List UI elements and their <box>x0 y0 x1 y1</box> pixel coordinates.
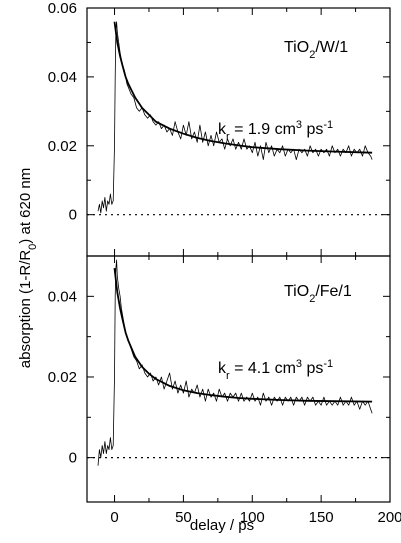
bottom-y-tick-label: 0.04 <box>48 288 77 305</box>
top-rate-unit: ps <box>302 121 323 138</box>
bottom-rate-k: k <box>218 360 227 377</box>
plot-area: 0 0.02 0.04 0.06 0 0.02 0.04 0 50 100 150 200 <box>48 0 401 526</box>
y-axis-label: absorption (1-R/R0) at 620 nm <box>17 168 39 368</box>
top-rate-k-sub: r <box>226 131 230 143</box>
top-y-tick-label: 0.06 <box>48 0 77 17</box>
y-axis-label-main: absorption (1-R/R <box>17 250 34 369</box>
bottom-panel-rate: kr = 4.1 cm3 ps-1 <box>218 358 333 382</box>
bottom-label-sub: 2 <box>309 293 315 305</box>
bottom-rate-k-sub: r <box>226 370 230 382</box>
bottom-rate-unit-sup: -1 <box>323 358 333 370</box>
top-rate-value: = 1.9 cm <box>230 121 296 138</box>
x-tick-label: 150 <box>309 509 334 526</box>
top-fit-curve <box>113 21 373 154</box>
x-tick-label: 50 <box>175 509 192 526</box>
bottom-label-rest: /Fe/1 <box>315 283 352 300</box>
x-tick-label: 200 <box>377 509 401 526</box>
top-rate-sup: 3 <box>296 119 302 131</box>
bottom-y-tick-label: 0.02 <box>48 369 77 386</box>
top-y-tick-label: 0 <box>69 207 77 224</box>
bottom-rate-value: = 4.1 cm <box>230 360 296 377</box>
y-axis-label-sub: 0 <box>27 244 39 250</box>
top-label-sub: 2 <box>309 49 315 61</box>
top-panel-label: TiO2/W/1 <box>284 39 348 61</box>
x-axis-label: delay / ps <box>190 517 254 534</box>
top-y-tick-label: 0.02 <box>48 138 77 155</box>
top-label-rest: /W/1 <box>315 39 348 56</box>
bottom-rate-unit: ps <box>302 360 323 377</box>
bottom-panel-frame <box>86 255 391 503</box>
top-rate-unit-sup: -1 <box>323 119 333 131</box>
bottom-rate-sup: 3 <box>296 358 302 370</box>
x-tick-label: 0 <box>110 509 118 526</box>
bottom-panel-label: TiO2/Fe/1 <box>284 283 352 305</box>
y-axis-label-rest: ) at 620 nm <box>17 168 34 244</box>
bottom-y-tick-label: 0 <box>69 450 77 467</box>
x-tick-label: 100 <box>240 509 265 526</box>
top-label-base: TiO <box>284 39 309 56</box>
bottom-fit-curve <box>113 267 373 403</box>
bottom-label-base: TiO <box>284 283 309 300</box>
top-y-tick-label: 0.04 <box>48 69 77 86</box>
top-rate-k: k <box>218 121 227 138</box>
top-panel-rate: kr = 1.9 cm3 ps-1 <box>218 119 333 143</box>
